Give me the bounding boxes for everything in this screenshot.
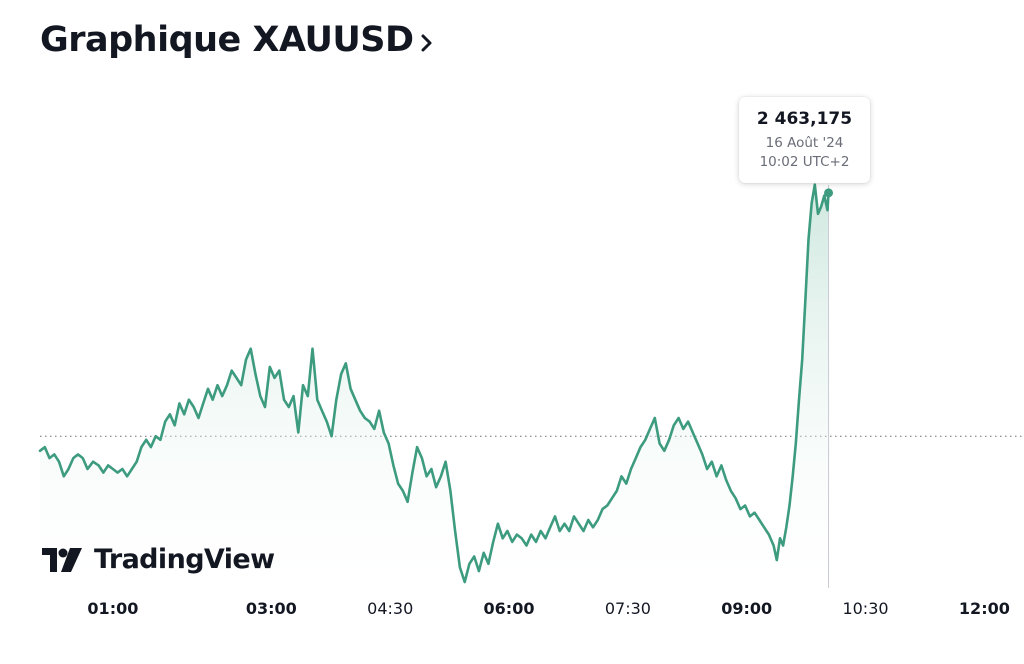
x-tick-label: 06:00 [484, 599, 535, 618]
x-tick-label: 07:30 [605, 599, 651, 618]
tradingview-logo[interactable]: TradingView [42, 544, 275, 575]
price-area-fill [40, 184, 829, 582]
page-title: Graphique XAUUSD [40, 20, 414, 60]
x-tick-label: 03:00 [246, 599, 297, 618]
x-tick-label: 01:00 [87, 599, 138, 618]
x-tick-label: 09:00 [721, 599, 772, 618]
tooltip-time: 10:02 UTC+2 [759, 154, 850, 170]
tooltip-price: 2 463,175 [756, 109, 853, 129]
x-tick-label: 12:00 [959, 599, 1010, 618]
last-price-dot [824, 188, 834, 198]
tooltip-date: 16 Août '24 [765, 135, 844, 151]
chevron-right-icon [421, 34, 432, 52]
price-line [38, 183, 830, 584]
price-tooltip: 2 463,175 16 Août '24 10:02 UTC+2 [739, 97, 870, 183]
x-tick-label: 04:30 [367, 599, 413, 618]
tradingview-logo-icon [42, 547, 82, 572]
x-tick-label: 10:30 [842, 599, 888, 618]
logo-text: TradingView [94, 544, 275, 575]
chart-title-link[interactable]: Graphique XAUUSD [40, 18, 434, 62]
